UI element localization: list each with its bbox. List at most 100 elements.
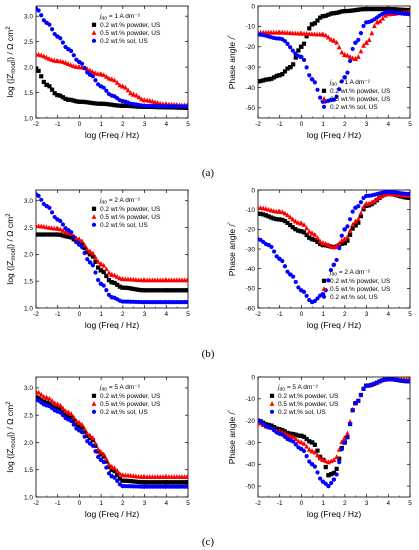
y-tick-label: 2.0 <box>24 252 33 259</box>
data-point <box>355 216 361 222</box>
data-point <box>69 97 74 103</box>
x-tick-label: 3 <box>365 121 369 128</box>
data-point <box>82 250 87 256</box>
data-point <box>364 6 369 12</box>
data-point <box>309 230 315 236</box>
data-point <box>386 6 391 12</box>
x-tick-label: 2 <box>121 500 125 507</box>
data-point <box>258 211 263 216</box>
legend: jao = 1 A dm⁻²0.2 wt.% powder, US0.5 wt.… <box>321 79 391 111</box>
data-point <box>109 102 114 107</box>
data-point <box>312 442 317 447</box>
data-point <box>60 222 66 227</box>
data-point <box>407 12 410 17</box>
data-point <box>299 44 304 49</box>
data-point <box>84 430 90 436</box>
series-1 <box>258 191 410 250</box>
x-tick-label: 1 <box>99 121 103 128</box>
data-point <box>290 225 295 230</box>
legend-marker <box>91 22 97 27</box>
data-point <box>145 288 150 293</box>
data-point <box>179 288 185 293</box>
data-point <box>315 296 320 301</box>
data-point <box>164 288 169 293</box>
series-layer <box>258 6 410 104</box>
data-point <box>307 439 312 444</box>
x-tick-label: -2 <box>255 500 261 507</box>
data-point <box>301 41 307 46</box>
data-point <box>109 76 115 82</box>
data-point <box>358 31 364 36</box>
data-point <box>353 40 358 45</box>
data-point <box>312 80 317 85</box>
data-point <box>136 479 141 485</box>
data-point <box>36 232 41 237</box>
data-point <box>60 413 66 418</box>
y-tick-label: 1.5 <box>24 467 33 474</box>
data-point <box>106 102 112 107</box>
data-point <box>279 209 285 215</box>
x-tick-label: -1 <box>277 311 283 318</box>
data-point <box>98 261 104 267</box>
data-point <box>360 7 366 12</box>
data-point <box>371 198 377 204</box>
legend-entry: 0.5 wt.% powder, US <box>100 214 161 221</box>
data-point <box>355 7 360 12</box>
y-tick-label: 1.0 <box>24 115 33 122</box>
data-point <box>339 237 345 243</box>
data-point <box>96 265 101 270</box>
y-tick-label: 3.0 <box>24 198 33 205</box>
data-point <box>66 414 71 419</box>
legend-entry: 0.2 wt.% sol, US <box>330 104 378 111</box>
data-point <box>299 220 304 226</box>
data-point <box>112 465 118 471</box>
data-point <box>82 429 87 434</box>
data-point <box>77 420 82 425</box>
data-point <box>106 278 112 283</box>
data-point <box>304 225 310 231</box>
data-point <box>371 23 377 29</box>
x-tick-label: 3 <box>365 311 369 318</box>
series-layer <box>36 192 188 305</box>
x-tick-label: -1 <box>277 121 283 128</box>
data-point <box>345 234 350 239</box>
data-point <box>320 457 326 463</box>
data-point <box>44 232 49 237</box>
series-1 <box>36 395 188 485</box>
data-point <box>337 10 342 15</box>
data-point <box>339 49 345 55</box>
data-point <box>112 280 117 286</box>
data-point <box>185 288 188 293</box>
data-point <box>69 415 74 420</box>
data-point <box>66 230 71 236</box>
data-point <box>79 430 85 435</box>
legend-marker <box>269 409 275 414</box>
data-point <box>152 288 158 293</box>
data-point <box>345 238 350 243</box>
y-tick-label: -50 <box>246 105 256 112</box>
data-point <box>120 285 125 290</box>
data-point <box>337 87 342 92</box>
x-tick-label: -2 <box>33 311 39 318</box>
x-tick-label: 5 <box>408 121 412 128</box>
data-point <box>106 464 112 470</box>
x-tick-label: 4 <box>386 311 390 318</box>
data-point <box>261 78 266 83</box>
data-point <box>98 449 104 455</box>
data-point <box>49 398 55 403</box>
data-point <box>66 234 71 239</box>
legend: jao = 1 A dm⁻²0.2 wt.% powder, US0.5 wt.… <box>91 13 161 45</box>
data-point <box>49 232 54 237</box>
data-point <box>117 470 123 476</box>
x-tick-label: 3 <box>143 500 147 507</box>
series-3 <box>258 10 410 104</box>
data-point <box>36 395 41 401</box>
data-point <box>277 73 282 78</box>
data-point <box>342 75 347 80</box>
data-point <box>125 285 131 291</box>
panel-caption-a: (a) <box>201 167 215 179</box>
data-point <box>120 83 126 89</box>
data-point <box>74 422 79 427</box>
y-tick-label: -20 <box>246 227 256 234</box>
legend-marker <box>91 409 97 414</box>
